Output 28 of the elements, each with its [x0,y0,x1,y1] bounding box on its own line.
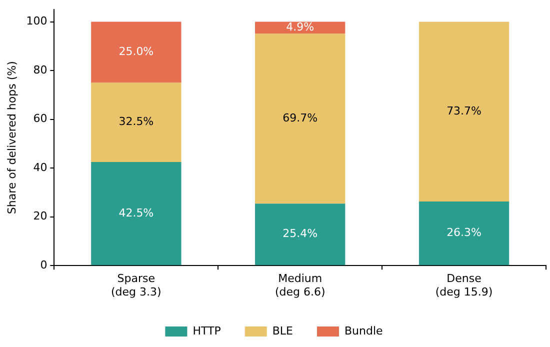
data-label: 4.9% [286,20,314,34]
x-tick-label: Dense (deg 15.9) [435,272,493,298]
y-tick-label: 40 [33,160,48,174]
data-label: 25.0% [118,45,154,58]
x-tick-label: Medium (deg 6.6) [274,272,326,298]
bar [91,22,182,83]
data-label: 26.3% [446,226,482,240]
bar [91,162,182,266]
y-tick-label: 20 [33,210,48,223]
bar [418,22,510,202]
data-label: 73.7% [446,104,482,118]
legend-label: HTTP [192,324,222,338]
x-tick-label: Sparse (deg 3.3) [111,272,162,298]
legend-label: Bundle [344,324,384,338]
legend-label: BLE [272,324,294,338]
y-tick-label: 60 [33,112,48,126]
y-axis-title: Share of delivered hops (%) [5,61,18,214]
bar [91,82,182,162]
data-label: 25.4% [282,227,318,240]
bar [418,201,510,266]
y-tick-label: 100 [26,14,48,28]
data-label: 42.5% [118,206,154,220]
y-tick-label: 80 [33,63,48,76]
bar [255,204,346,266]
y-tick-label: 0 [40,258,48,272]
data-label: 32.5% [118,115,154,128]
data-label: 69.7% [282,112,318,125]
bar [255,34,346,204]
